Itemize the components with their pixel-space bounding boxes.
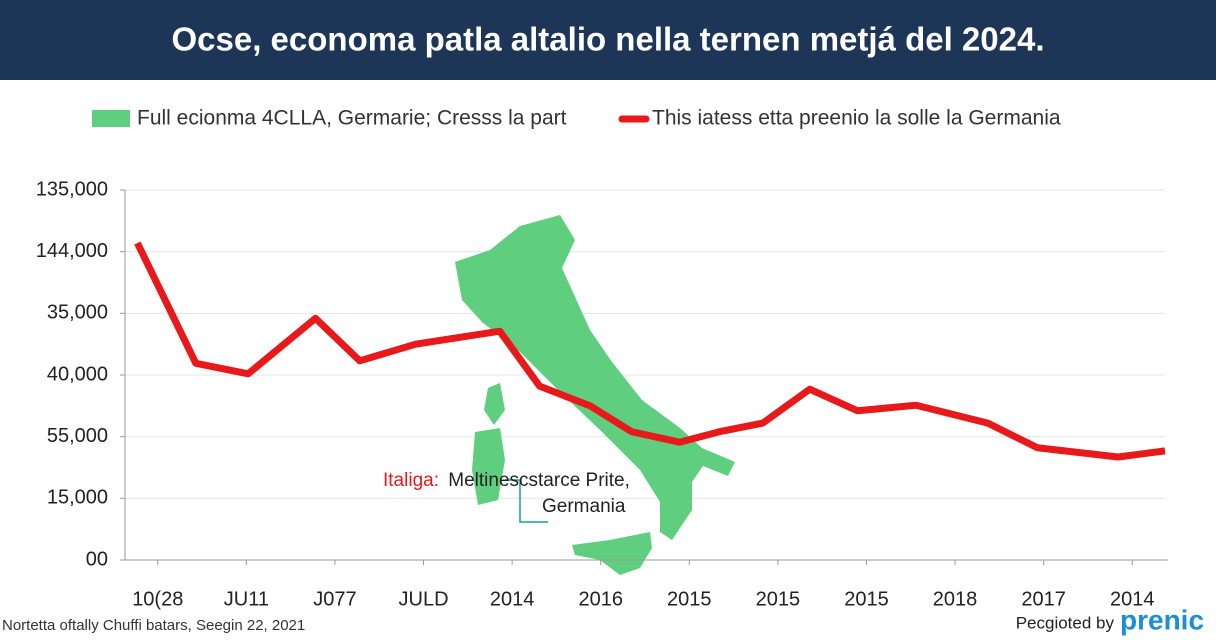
x-tick-label: 2015 <box>756 588 801 610</box>
x-tick-label: 2014 <box>490 588 535 610</box>
annotation-prefix: Italiga: <box>383 470 439 491</box>
x-tick-label: JULD <box>399 588 449 610</box>
chart-title: Ocse, economa patla altalio nella ternen… <box>171 21 1044 58</box>
annotation-leader <box>505 479 548 523</box>
title-bar <box>0 0 1216 80</box>
y-tick-label: 40,000 <box>47 363 108 385</box>
corsica <box>484 383 505 425</box>
y-tick-label: 35,000 <box>47 302 108 324</box>
x-tick-label: 10(28 <box>132 588 183 610</box>
annotation: Italiga: Meltinescstarce Prite, <box>383 470 630 491</box>
brand: prenic <box>1120 604 1204 635</box>
series-line <box>134 241 1166 461</box>
y-tick-label: 55,000 <box>47 425 108 447</box>
x-tick-label: 2016 <box>578 588 623 610</box>
y-tick-label: 00 <box>86 548 108 570</box>
x-tick-label: JU11 <box>224 588 269 610</box>
legend-label: This iatess etta preenio la solle la Ger… <box>652 107 1061 130</box>
x-tick-label: 2015 <box>844 588 889 610</box>
source-note: Nortetta oftally Chuffi batars, Seegin 2… <box>2 617 305 634</box>
italy-map <box>455 215 735 575</box>
x-tick-label: 2014 <box>1110 588 1155 610</box>
x-tick-label: 2015 <box>667 588 712 610</box>
y-tick-label: 135,000 <box>36 178 108 200</box>
legend-swatch <box>92 110 130 127</box>
y-tick-label: 15,000 <box>47 487 108 509</box>
credit: Pecgioted by <box>1016 613 1115 632</box>
italy-mainland <box>455 215 735 540</box>
sicily <box>572 532 652 575</box>
y-tick-label: 144,000 <box>36 240 108 262</box>
annotation-text: Germania <box>542 496 626 517</box>
x-tick-label: J077 <box>313 588 356 610</box>
x-tick-label: 2017 <box>1021 588 1066 610</box>
annotation-text: Meltinescstarce Prite, <box>448 470 630 491</box>
sardinia <box>472 428 505 505</box>
legend-label: Full ecionma 4CLLA, Germarie; Cresss la … <box>137 107 567 130</box>
x-tick-label: 2018 <box>933 588 978 610</box>
